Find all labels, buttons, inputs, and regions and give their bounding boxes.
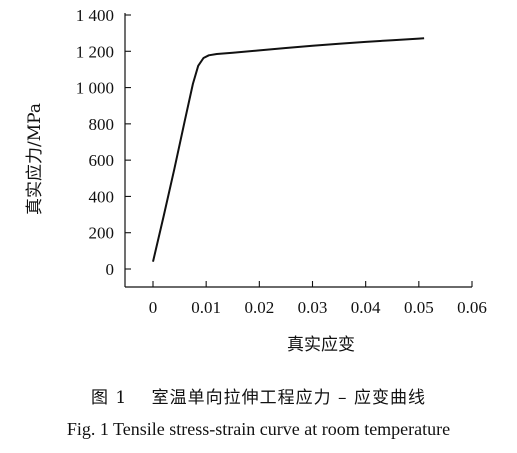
y-tick-label: 1 000	[76, 79, 114, 98]
x-tick-label: 0.03	[298, 298, 328, 317]
y-tick-label: 1 200	[76, 42, 114, 61]
stress-strain-curve	[152, 37, 425, 262]
ticks: 0 0.01 0.02 0.03 0.04 0.05 0.06 0 200 400 600 800 1 …	[76, 6, 487, 317]
x-tick-label: 0.05	[404, 298, 434, 317]
x-axis-label: 真实应变	[287, 335, 355, 355]
y-axis-label: 真实应力/MPa	[25, 103, 45, 215]
y-tick-label: 600	[89, 151, 115, 170]
y-tick-label: 800	[89, 115, 115, 134]
y-tick-label: 400	[89, 187, 115, 206]
stress-strain-chart: 0 0.01 0.02 0.03 0.04 0.05 0.06 0 200 400 600 800 1 …	[25, 6, 487, 355]
y-tick-label: 1 400	[76, 6, 114, 25]
x-tick-label: 0.04	[351, 298, 381, 317]
x-tick-label: 0.06	[457, 298, 487, 317]
x-tick-label: 0	[149, 298, 158, 317]
axes	[124, 13, 472, 288]
x-tick-label: 0.02	[244, 298, 274, 317]
caption-chinese: 图 1 室温单向拉伸工程应力 – 应变曲线	[91, 388, 426, 408]
y-tick-label: 0	[106, 260, 115, 279]
y-tick-label: 200	[89, 224, 115, 243]
caption-english: Fig. 1 Tensile stress-strain curve at ro…	[66, 419, 451, 439]
series	[152, 37, 425, 262]
x-tick-label: 0.01	[191, 298, 221, 317]
